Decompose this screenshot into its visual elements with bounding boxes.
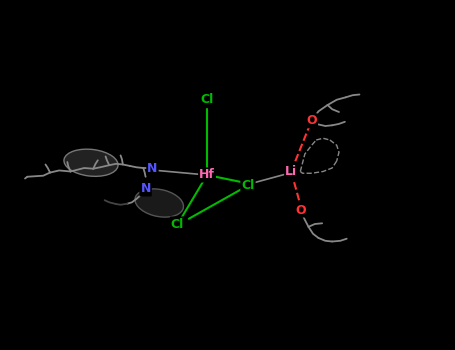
Text: O: O	[295, 203, 306, 217]
Text: N: N	[147, 161, 157, 175]
Text: Hf: Hf	[199, 168, 215, 182]
Text: Cl: Cl	[200, 93, 214, 106]
Text: O: O	[306, 114, 317, 127]
Text: Li: Li	[285, 165, 297, 178]
Text: N: N	[141, 182, 151, 196]
Ellipse shape	[64, 149, 118, 176]
Text: Cl: Cl	[171, 217, 184, 231]
Text: Cl: Cl	[241, 179, 255, 192]
Ellipse shape	[135, 189, 183, 217]
